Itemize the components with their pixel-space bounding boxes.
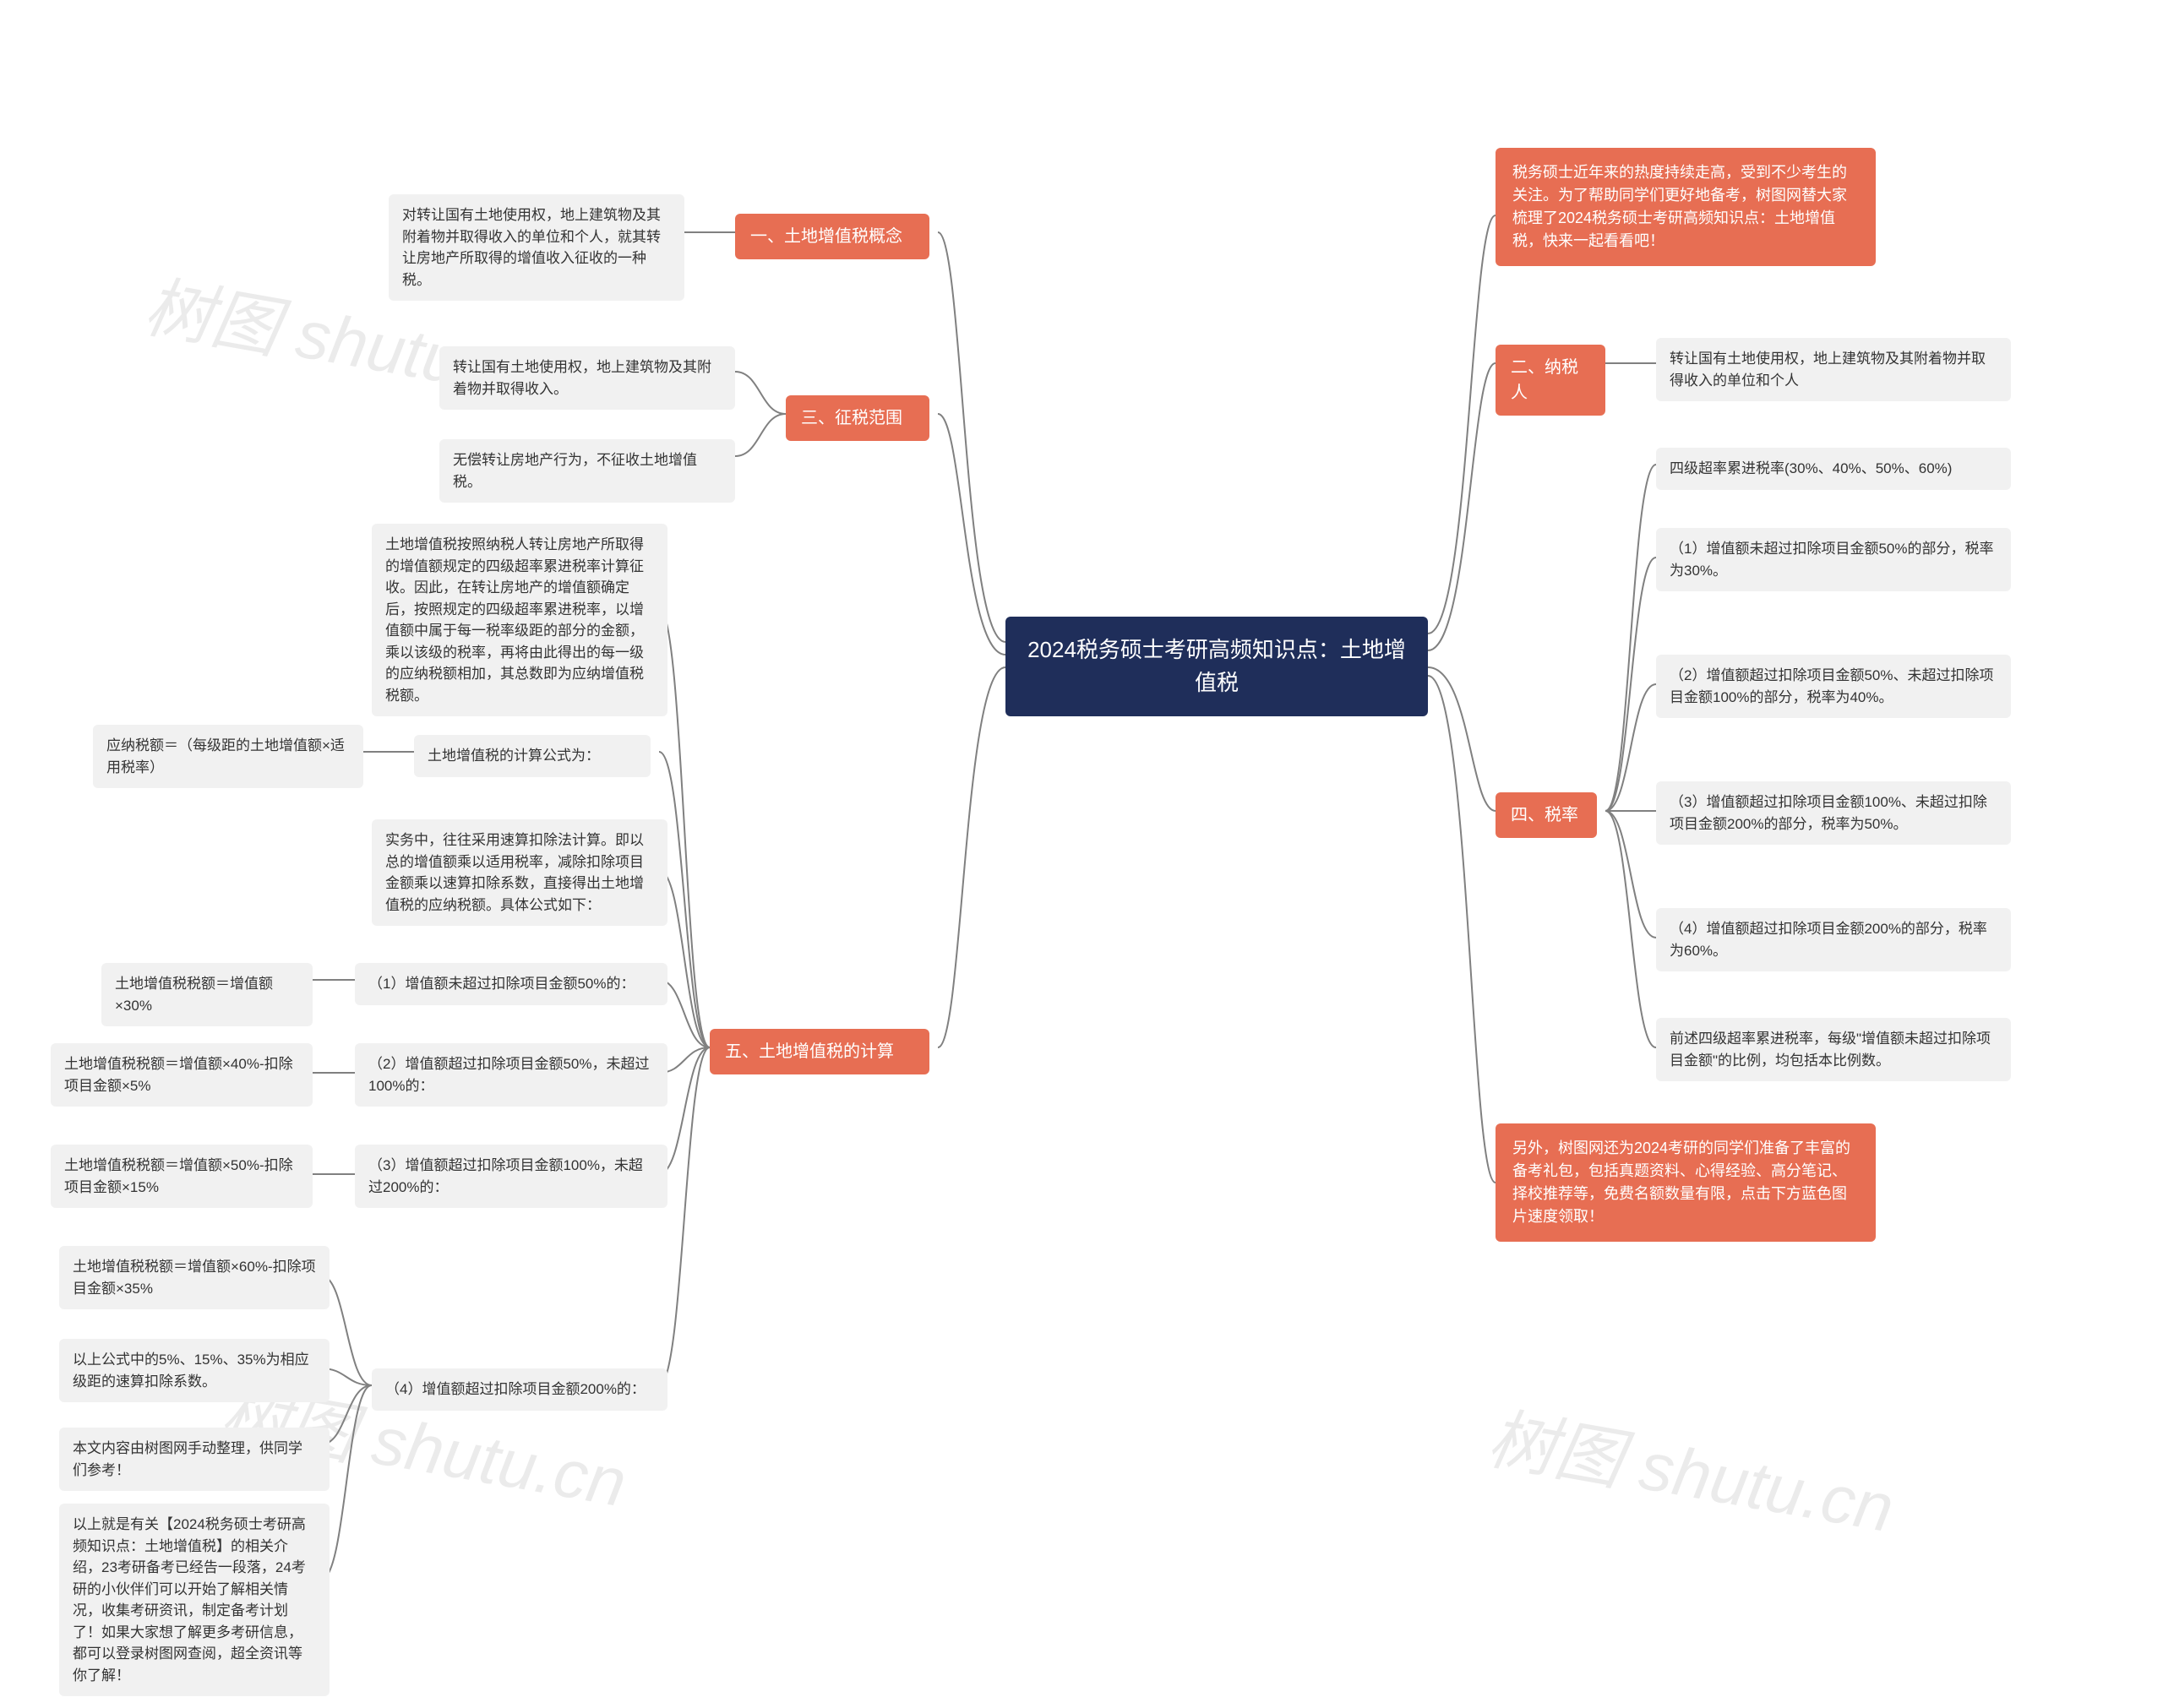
branch-2[interactable]: 二、纳税人 [1496, 345, 1605, 416]
branch-4[interactable]: 四、税率 [1496, 792, 1597, 838]
branch-3-leaf-1: 转让国有土地使用权，地上建筑物及其附着物并取得收入。 [439, 346, 735, 410]
b5-n7-leaf-3: 本文内容由树图网手动整理，供同学们参考！ [59, 1428, 330, 1491]
b5-n3: 实务中，往往采用速算扣除法计算。即以总的增值额乘以适用税率，减除扣除项目金额乘以… [372, 819, 667, 926]
watermark: 树图 shutu.cn [1482, 1384, 1902, 1552]
branch-1-leaf: 对转让国有土地使用权，地上建筑物及其附着物并取得收入的单位和个人，就其转让房地产… [389, 194, 684, 301]
b5-n2-leaf: 应纳税额＝（每级距的土地增值额×适用税率） [93, 725, 363, 788]
branch-1[interactable]: 一、土地增值税概念 [735, 214, 929, 259]
branch-4-leaf-0: 四级超率累进税率(30%、40%、50%、60%) [1656, 448, 2011, 490]
b5-n2-label: 土地增值税的计算公式为： [414, 735, 651, 777]
b5-n7-label: （4）增值额超过扣除项目金额200%的： [372, 1368, 667, 1411]
b5-n5-leaf: 土地增值税税额＝增值额×40%-扣除项目金额×5% [51, 1043, 313, 1107]
b5-n7-leaf-2: 以上公式中的5%、15%、35%为相应级距的速算扣除系数。 [59, 1339, 330, 1402]
branch-4-leaf-4: （4）增值额超过扣除项目金额200%的部分，税率为60%。 [1656, 908, 2011, 971]
outro-box: 另外，树图网还为2024考研的同学们准备了丰富的备考礼包，包括真题资料、心得经验… [1496, 1123, 1876, 1242]
intro-box: 税务硕士近年来的热度持续走高，受到不少考生的关注。为了帮助同学们更好地备考，树图… [1496, 148, 1876, 266]
b5-n4-label: （1）增值额未超过扣除项目金额50%的： [355, 963, 667, 1005]
b5-n5-label: （2）增值额超过扣除项目金额50%，未超过100%的： [355, 1043, 667, 1107]
branch-4-leaf-1: （1）增值额未超过扣除项目金额50%的部分，税率为30%。 [1656, 528, 2011, 591]
branch-5[interactable]: 五、土地增值税的计算 [710, 1029, 929, 1074]
branch-3-leaf-2: 无偿转让房地产行为，不征收土地增值税。 [439, 439, 735, 503]
b5-n7-leaf-1: 土地增值税税额＝增值额×60%-扣除项目金额×35% [59, 1246, 330, 1309]
branch-3[interactable]: 三、征税范围 [786, 395, 929, 441]
branch-4-leaf-5: 前述四级超率累进税率，每级"增值额未超过扣除项目金额"的比例，均包括本比例数。 [1656, 1018, 2011, 1081]
b5-n6-label: （3）增值额超过扣除项目金额100%，未超过200%的： [355, 1145, 667, 1208]
branch-4-leaf-3: （3）增值额超过扣除项目金额100%、未超过扣除项目金额200%的部分，税率为5… [1656, 781, 2011, 845]
branch-2-leaf: 转让国有土地使用权，地上建筑物及其附着物并取得收入的单位和个人 [1656, 338, 2011, 401]
b5-n6-leaf: 土地增值税税额＝增值额×50%-扣除项目金额×15% [51, 1145, 313, 1208]
branch-4-leaf-2: （2）增值额超过扣除项目金额50%、未超过扣除项目金额100%的部分，税率为40… [1656, 655, 2011, 718]
b5-n1: 土地增值税按照纳税人转让房地产所取得的增值额规定的四级超率累进税率计算征收。因此… [372, 524, 667, 716]
root-node[interactable]: 2024税务硕士考研高频知识点：土地增值税 [1005, 617, 1428, 716]
b5-n7-leaf-4: 以上就是有关【2024税务硕士考研高频知识点：土地增值税】的相关介绍，23考研备… [59, 1504, 330, 1696]
b5-n4-leaf: 土地增值税税额＝增值额×30% [101, 963, 313, 1026]
